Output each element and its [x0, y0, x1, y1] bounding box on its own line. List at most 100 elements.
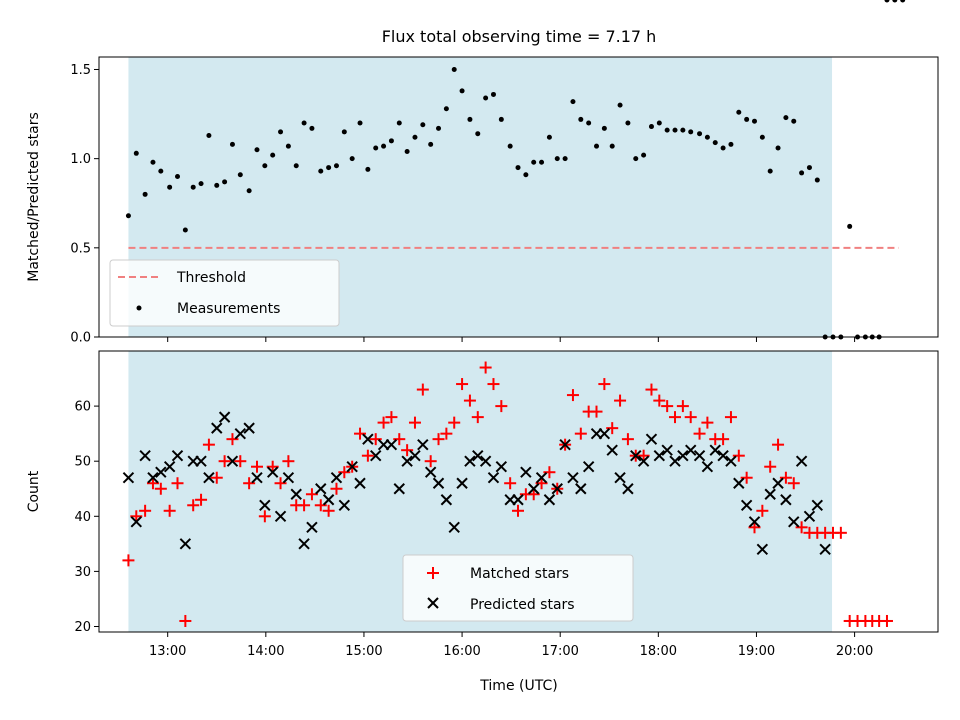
- matched-star-point: [479, 361, 492, 374]
- x-axis-label: Time (UTC): [479, 678, 557, 694]
- measurement-point: [158, 168, 164, 174]
- predicted-star-point: [598, 427, 611, 440]
- matched-star-point: [122, 554, 135, 567]
- measurement-point: [293, 163, 299, 169]
- matched-star-point: [424, 455, 437, 468]
- predicted-star-point: [709, 444, 721, 456]
- bot-y-tick-label: 60: [74, 400, 91, 415]
- measurement-point: [712, 140, 718, 146]
- predicted-star-point: [819, 543, 831, 556]
- matched-star-point: [471, 411, 484, 424]
- measurement-point: [246, 188, 252, 194]
- predicted-star-point: [733, 477, 745, 489]
- matched-star-point: [385, 411, 398, 424]
- predicted-star-point: [346, 460, 358, 473]
- matched-star-point: [693, 427, 706, 440]
- count-panel: 20 30 40 50 60 13:00 14:00 15:00 16:00 17:00 18:0…: [26, 350, 939, 694]
- predicted-star-point: [512, 494, 524, 506]
- predicted-star-point: [282, 472, 295, 484]
- measurement-point: [373, 145, 379, 151]
- matched-star-point: [154, 482, 167, 495]
- predicted-star-point: [693, 449, 706, 462]
- measurement-point: [554, 156, 560, 162]
- predicted-star-point: [315, 483, 327, 495]
- measurement-point: [262, 163, 268, 169]
- predicted-star-point: [764, 488, 776, 500]
- measurement-point: [775, 145, 781, 151]
- predicted-star-point: [440, 494, 453, 506]
- x-tick-label: 17:00: [541, 644, 578, 659]
- matched-star-point: [795, 521, 808, 534]
- bot-y-tick-label: 50: [74, 455, 91, 470]
- matched-star-point: [274, 477, 287, 490]
- measurement-point: [507, 143, 513, 149]
- matched-star-point: [130, 510, 143, 523]
- measurement-point: [601, 125, 607, 131]
- matched-star-point: [226, 433, 239, 446]
- predicted-star-point: [456, 477, 468, 489]
- predicted-star-point: [795, 455, 808, 467]
- measurement-point: [814, 177, 820, 183]
- predicted-star-point: [772, 477, 784, 489]
- matched-star-point: [779, 471, 792, 484]
- matched-star-point: [354, 427, 367, 440]
- predicted-star-point: [528, 483, 540, 495]
- predicted-star-point: [559, 438, 571, 451]
- measurement-point: [609, 143, 615, 149]
- ratio-legend-box: [109, 259, 340, 327]
- matched-star-point: [717, 433, 730, 446]
- predicted-star-point: [653, 449, 666, 462]
- measurement-point: [175, 173, 181, 179]
- matched-star-point: [258, 510, 271, 523]
- legend-threshold-label: Threshold: [176, 270, 246, 286]
- predicted-star-point: [322, 494, 335, 506]
- measurement-point: [388, 138, 394, 144]
- measurement-point: [198, 181, 204, 187]
- predicted-star-point: [298, 538, 310, 550]
- predicted-star-point: [234, 427, 247, 440]
- measurement-point: [539, 159, 545, 165]
- measurement-point: [586, 120, 592, 126]
- predicted-star-point: [338, 499, 351, 511]
- predicted-star-point: [464, 455, 476, 467]
- measurement-point: [892, 0, 898, 3]
- matched-star-point: [495, 400, 508, 413]
- top-y-tick-label: 1.5: [70, 63, 91, 78]
- predicted-star-point: [195, 455, 207, 467]
- matched-star-point: [732, 449, 745, 462]
- predicted-star-point: [472, 449, 484, 462]
- measurement-point: [436, 125, 442, 131]
- x-tick-label: 13:00: [149, 644, 186, 659]
- measurement-point: [428, 141, 434, 147]
- matched-star-point: [243, 477, 256, 490]
- measurement-point: [270, 152, 276, 158]
- predicted-star-point: [495, 460, 508, 473]
- predicted-star-point: [385, 438, 398, 451]
- predicted-star-point: [520, 466, 532, 478]
- measurement-point: [759, 134, 765, 140]
- top-y-tick-label: 0.5: [70, 241, 91, 256]
- measurement-point: [381, 143, 387, 149]
- predicted-star-point: [614, 472, 626, 484]
- predicted-star-point: [582, 460, 595, 473]
- measurement-point: [680, 127, 686, 133]
- predicted-star-point: [622, 483, 634, 495]
- measurement-point: [498, 116, 504, 122]
- predicted-star-point: [748, 516, 761, 528]
- predicted-star-point: [218, 411, 231, 423]
- matched-star-point: [218, 455, 231, 468]
- predicted-star-point: [226, 455, 239, 467]
- matched-star-point: [314, 499, 327, 512]
- predicted-star-point: [401, 455, 413, 467]
- measurement-point: [182, 227, 188, 233]
- matched-star-point: [432, 433, 445, 446]
- measurement-point: [736, 109, 742, 115]
- matched-star-point: [669, 411, 682, 424]
- matched-star-point: [305, 488, 318, 501]
- measurement-point: [278, 129, 284, 135]
- predicted-star-point: [479, 455, 492, 467]
- matched-star-point: [330, 482, 343, 495]
- matched-star-point: [139, 504, 152, 517]
- matched-star-point: [408, 416, 421, 429]
- predicted-star-point: [354, 477, 366, 489]
